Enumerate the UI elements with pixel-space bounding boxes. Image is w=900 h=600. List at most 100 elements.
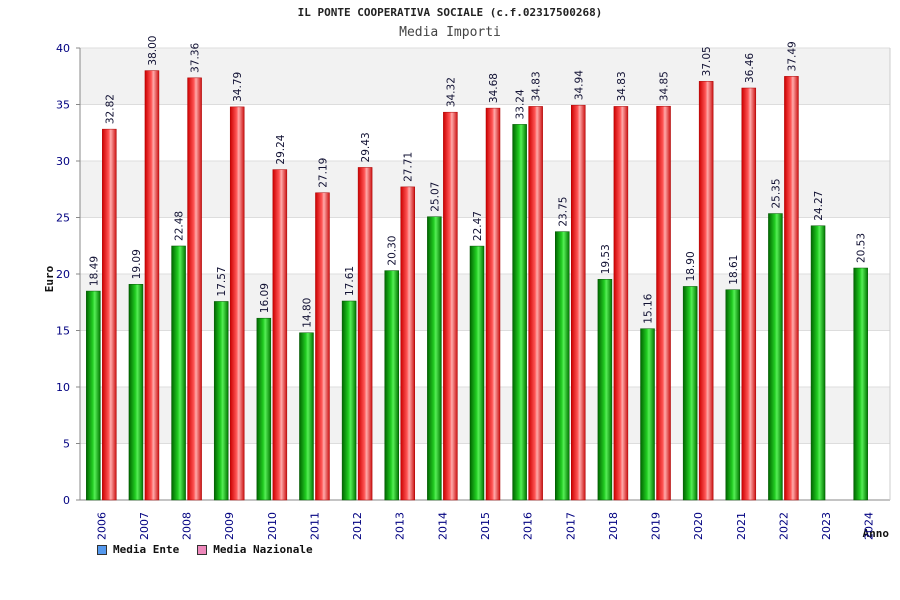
x-tick-label: 2011 bbox=[308, 512, 321, 540]
x-tick-label: 2016 bbox=[522, 512, 535, 540]
x-tick-label: 2008 bbox=[181, 512, 194, 540]
y-axis-label: Euro bbox=[43, 265, 56, 292]
bar-nazionale bbox=[698, 81, 714, 501]
data-label-nazionale: 36.46 bbox=[744, 53, 756, 83]
bar-nazionale bbox=[528, 106, 543, 501]
data-label-ente: 17.61 bbox=[344, 266, 356, 296]
x-tick-label: 2019 bbox=[650, 512, 663, 540]
data-label-nazionale: 29.43 bbox=[360, 132, 372, 162]
y-tick-label: 10 bbox=[56, 381, 70, 394]
data-label-ente: 20.53 bbox=[856, 233, 868, 263]
bar-nazionale bbox=[400, 186, 415, 501]
y-tick-label: 25 bbox=[56, 212, 70, 225]
x-tick-label: 2006 bbox=[95, 512, 108, 540]
data-label-ente: 18.61 bbox=[728, 255, 740, 285]
data-label-nazionale: 37.05 bbox=[701, 46, 713, 76]
data-label-ente: 14.80 bbox=[301, 298, 313, 328]
y-tick-label: 15 bbox=[56, 325, 70, 338]
bar-nazionale bbox=[229, 106, 245, 501]
y-tick-label: 40 bbox=[56, 42, 70, 55]
bar-nazionale bbox=[315, 192, 330, 501]
y-tick-label: 0 bbox=[63, 494, 70, 507]
bar-ente bbox=[341, 300, 357, 501]
bar-nazionale bbox=[102, 128, 117, 501]
data-label-ente: 16.09 bbox=[259, 283, 271, 313]
bar-nazionale bbox=[443, 111, 458, 501]
bar-ente bbox=[384, 270, 399, 501]
bar-nazionale bbox=[187, 77, 202, 501]
data-label-nazionale: 34.68 bbox=[488, 73, 500, 103]
x-tick-label: 2014 bbox=[436, 512, 449, 540]
bar-nazionale bbox=[656, 105, 671, 501]
data-label-ente: 33.24 bbox=[515, 89, 527, 119]
legend-swatch-nazionale bbox=[197, 544, 208, 555]
bar-ente bbox=[128, 284, 144, 501]
bar-ente bbox=[213, 301, 229, 501]
bar-ente bbox=[299, 332, 314, 501]
x-tick-label: 2022 bbox=[777, 512, 790, 540]
bar-nazionale bbox=[357, 167, 373, 501]
y-tick-label: 20 bbox=[56, 268, 70, 281]
x-tick-label: 2009 bbox=[223, 512, 236, 540]
data-label-nazionale: 38.00 bbox=[147, 36, 159, 66]
y-tick-label: 5 bbox=[63, 438, 70, 451]
data-label-ente: 18.90 bbox=[685, 251, 697, 281]
x-tick-label: 2020 bbox=[692, 512, 705, 540]
y-tick-label: 30 bbox=[56, 155, 70, 168]
bar-ente bbox=[853, 267, 868, 501]
data-label-ente: 22.47 bbox=[472, 211, 484, 241]
bar-ente bbox=[427, 216, 442, 501]
data-label-nazionale: 37.36 bbox=[190, 42, 202, 72]
data-label-nazionale: 34.79 bbox=[232, 72, 244, 102]
legend-label-nazionale: Media Nazionale bbox=[213, 543, 313, 556]
data-label-ente: 24.27 bbox=[813, 191, 825, 221]
data-label-ente: 19.53 bbox=[600, 244, 612, 274]
data-label-nazionale: 34.85 bbox=[659, 71, 671, 101]
x-tick-label: 2024 bbox=[863, 512, 876, 540]
data-label-ente: 22.48 bbox=[174, 211, 186, 241]
legend-swatch-ente bbox=[97, 544, 107, 555]
bar-ente bbox=[768, 213, 783, 501]
x-tick-label: 2021 bbox=[735, 512, 748, 540]
data-label-nazionale: 34.32 bbox=[445, 77, 457, 107]
y-tick-label: 35 bbox=[56, 99, 70, 112]
legend: Media Ente Media Nazionale bbox=[97, 543, 313, 556]
data-label-nazionale: 37.49 bbox=[786, 41, 798, 71]
data-label-ente: 15.16 bbox=[643, 293, 655, 323]
bar-nazionale bbox=[485, 107, 501, 501]
chart-title: IL PONTE COOPERATIVA SOCIALE (c.f.023175… bbox=[297, 6, 603, 19]
data-label-ente: 19.09 bbox=[131, 249, 143, 279]
bar-ente bbox=[640, 328, 655, 501]
data-label-ente: 25.07 bbox=[429, 182, 441, 212]
x-tick-label: 2023 bbox=[820, 512, 833, 540]
bar-nazionale bbox=[272, 169, 288, 501]
bar-nazionale bbox=[741, 87, 757, 501]
x-tick-label: 2018 bbox=[607, 512, 620, 540]
data-label-nazionale: 34.83 bbox=[616, 71, 628, 101]
chart-subtitle: Media Importi bbox=[399, 25, 501, 40]
bar-ente bbox=[171, 245, 186, 501]
bar-ente bbox=[597, 279, 613, 501]
bar-ente bbox=[810, 225, 826, 501]
bar-ente bbox=[512, 124, 527, 501]
data-label-nazionale: 34.94 bbox=[573, 70, 585, 100]
data-label-ente: 17.57 bbox=[216, 266, 228, 296]
x-tick-label: 2015 bbox=[479, 512, 492, 540]
data-label-nazionale: 27.71 bbox=[403, 152, 415, 182]
data-label-ente: 25.35 bbox=[770, 178, 782, 208]
bar-ente bbox=[256, 317, 272, 501]
x-tick-label: 2012 bbox=[351, 512, 364, 540]
legend-item-nazionale: Media Nazionale bbox=[197, 543, 313, 556]
data-label-ente: 23.75 bbox=[557, 197, 569, 227]
bar-nazionale bbox=[144, 70, 160, 501]
bar-nazionale bbox=[784, 76, 799, 501]
legend-label-ente: Media Ente bbox=[113, 543, 180, 556]
data-label-nazionale: 29.24 bbox=[275, 134, 287, 164]
x-tick-label: 2013 bbox=[394, 512, 407, 540]
data-label-nazionale: 27.19 bbox=[317, 158, 329, 188]
data-label-nazionale: 34.83 bbox=[531, 71, 543, 101]
data-label-nazionale: 32.82 bbox=[104, 94, 116, 124]
x-axis-label: Anno bbox=[863, 527, 890, 540]
bar-ente bbox=[86, 290, 101, 501]
bar-nazionale bbox=[571, 104, 586, 501]
